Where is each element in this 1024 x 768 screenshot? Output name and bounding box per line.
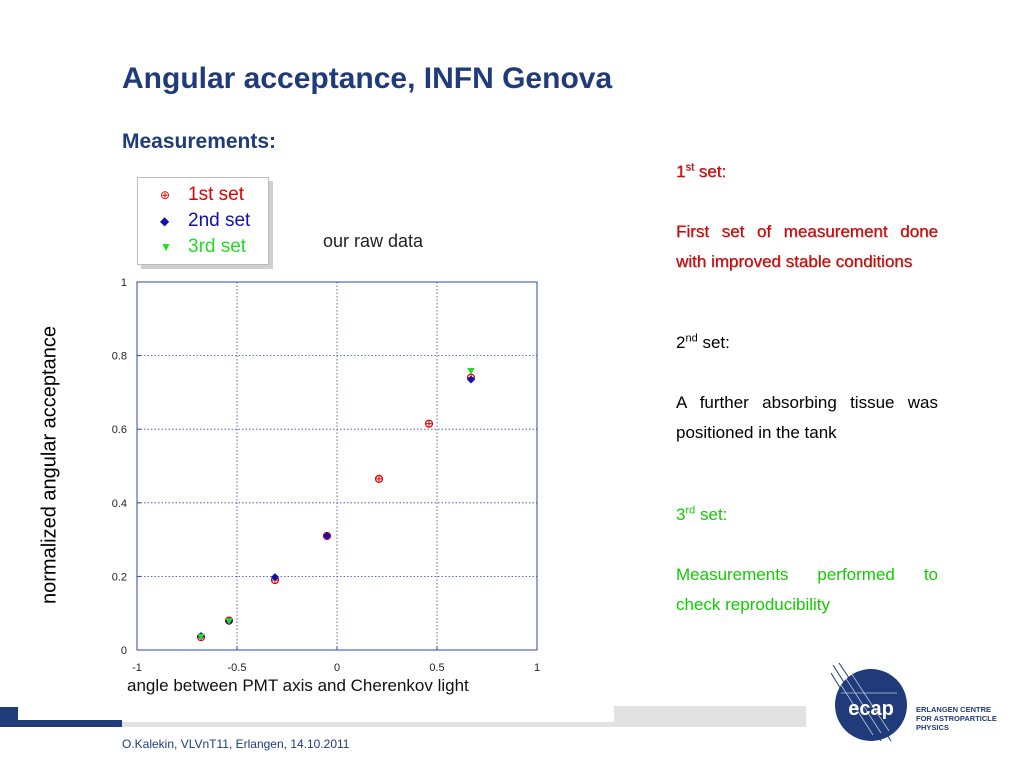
data-point-set2 — [467, 375, 475, 384]
y-axis-label: normalized angular acceptance — [38, 326, 61, 604]
note-set3-label: set: — [699, 505, 728, 524]
footer-accent-line — [18, 720, 122, 727]
y-tick-label: 0.2 — [112, 571, 127, 583]
x-tick-label: 0 — [334, 662, 340, 674]
y-tick-label: 0.4 — [112, 498, 127, 510]
note-set2-label: set: — [702, 333, 730, 352]
plot-frame — [136, 281, 538, 651]
note-set1-text: First set of measurement done with impro… — [676, 222, 938, 271]
note-set3-num: 3 — [676, 505, 686, 524]
y-tick-label: 0.8 — [112, 351, 127, 363]
chart-annotation: our raw data — [323, 231, 424, 251]
scatter-chart: -1 -0.5 0 0.5 1 0 0.2 0.4 0.6 0.8 1 — [112, 277, 540, 674]
note-set1-label: set: — [698, 162, 727, 181]
x-tick-label: -1 — [132, 662, 142, 674]
legend-label: 2nd set — [188, 210, 251, 231]
logo-caption-line: ERLANGEN CENTRE — [916, 705, 992, 714]
legend-label: 3rd set — [188, 236, 247, 257]
note-set3-sup: rd — [685, 504, 696, 517]
logo-mark-text: ecap — [848, 698, 894, 720]
note-set3-text: Measurements performed to check reproduc… — [676, 565, 938, 614]
y-axis-label-container: normalized angular acceptance — [30, 312, 70, 618]
footer-text: O.Kalekin, VLVnT11, Erlangen, 14.10.2011 — [122, 737, 350, 751]
slide-subtitle: Measurements: — [122, 130, 277, 153]
data-point-set2 — [271, 573, 279, 582]
logo-caption-line: PHYSICS — [916, 723, 949, 732]
circle-cross-icon: ⊕ — [160, 188, 171, 202]
logo-caption-line: FOR ASTROPARTICLE — [916, 714, 997, 723]
footer-divider — [122, 722, 614, 727]
data-point-set3 — [225, 618, 233, 625]
note-set1: 1st set: First set of measurement done w… — [676, 157, 938, 277]
x-tick-label: -0.5 — [228, 662, 247, 674]
footer-accent-block — [0, 707, 18, 727]
logo-caption: ERLANGEN CENTRE FOR ASTROPARTICLE PHYSIC… — [916, 705, 1016, 732]
ecap-logo-icon: ecap — [831, 663, 907, 742]
legend-item-set2: ◆ 2nd set — [138, 210, 268, 234]
note-set3: 3rd set: Measurements performed to check… — [676, 500, 938, 620]
note-set1-num: 1 — [676, 162, 686, 181]
x-axis-label: angle between PMT axis and Cherenkov lig… — [127, 676, 469, 695]
data-point-set2 — [323, 531, 331, 540]
data-point-set3 — [467, 368, 475, 375]
note-set1-sup: st — [685, 161, 695, 174]
x-tick-label: 1 — [534, 662, 540, 674]
y-tick-label: 1 — [121, 277, 127, 289]
legend-label: 1st set — [188, 184, 244, 205]
diamond-icon: ◆ — [160, 214, 170, 228]
legend-item-set1: ⊕ 1st set — [138, 184, 268, 208]
note-set2: 2nd set: A further absorbing tissue was … — [676, 328, 938, 448]
y-tick-label: 0 — [121, 645, 127, 657]
slide-title: Angular acceptance, INFN Genova — [122, 62, 613, 95]
chart-legend: ⊕ 1st set ◆ 2nd set ▼ 3rd set — [137, 177, 269, 265]
triangle-down-icon: ▼ — [160, 240, 172, 254]
data-point-set3 — [197, 633, 205, 641]
note-set2-num: 2 — [676, 333, 686, 352]
note-set2-sup: nd — [685, 332, 698, 345]
footer-divider-block — [614, 706, 806, 727]
note-set2-text: A further absorbing tissue was positione… — [676, 393, 938, 442]
x-tick-label: 0.5 — [429, 662, 444, 674]
y-tick-label: 0.6 — [112, 424, 127, 436]
legend-item-set3: ▼ 3rd set — [138, 236, 268, 260]
